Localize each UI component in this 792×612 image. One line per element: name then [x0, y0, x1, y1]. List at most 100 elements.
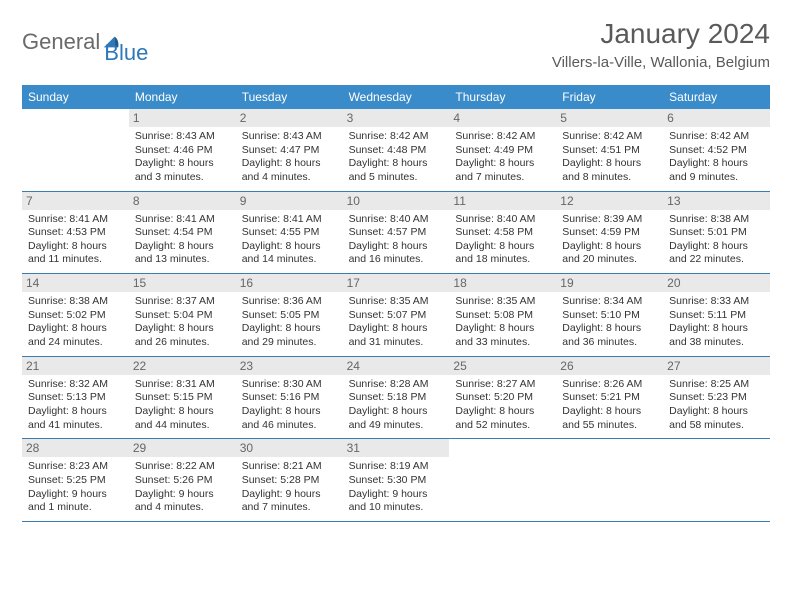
sunrise-text: Sunrise: 8:30 AM — [242, 378, 337, 392]
week-row: 28Sunrise: 8:23 AMSunset: 5:25 PMDayligh… — [22, 439, 770, 522]
daylight-text: Daylight: 9 hours and 10 minutes. — [349, 488, 444, 515]
day-number: 25 — [449, 357, 556, 375]
daylight-text: Daylight: 9 hours and 1 minute. — [28, 488, 123, 515]
sunset-text: Sunset: 5:13 PM — [28, 391, 123, 405]
week-row: 21Sunrise: 8:32 AMSunset: 5:13 PMDayligh… — [22, 357, 770, 440]
day-cell: 23Sunrise: 8:30 AMSunset: 5:16 PMDayligh… — [236, 357, 343, 439]
sunset-text: Sunset: 5:08 PM — [455, 309, 550, 323]
day-cell: 10Sunrise: 8:40 AMSunset: 4:57 PMDayligh… — [343, 192, 450, 274]
day-cell: 15Sunrise: 8:37 AMSunset: 5:04 PMDayligh… — [129, 274, 236, 356]
day-cell: 25Sunrise: 8:27 AMSunset: 5:20 PMDayligh… — [449, 357, 556, 439]
day-cell: 20Sunrise: 8:33 AMSunset: 5:11 PMDayligh… — [663, 274, 770, 356]
sunset-text: Sunset: 5:20 PM — [455, 391, 550, 405]
daylight-text: Daylight: 8 hours and 3 minutes. — [135, 157, 230, 184]
daylight-text: Daylight: 9 hours and 4 minutes. — [135, 488, 230, 515]
day-cell: 31Sunrise: 8:19 AMSunset: 5:30 PMDayligh… — [343, 439, 450, 521]
daylight-text: Daylight: 8 hours and 49 minutes. — [349, 405, 444, 432]
day-cell: 1 Sunrise: 8:43 AMSunset: 4:46 PMDaylight… — [129, 109, 236, 191]
day-cell: 5Sunrise: 8:42 AMSunset: 4:51 PMDaylight… — [556, 109, 663, 191]
sunset-text: Sunset: 5:15 PM — [135, 391, 230, 405]
sunset-text: Sunset: 5:07 PM — [349, 309, 444, 323]
daylight-text: Daylight: 8 hours and 16 minutes. — [349, 240, 444, 267]
daylight-text: Daylight: 8 hours and 9 minutes. — [669, 157, 764, 184]
day-cell: 11Sunrise: 8:40 AMSunset: 4:58 PMDayligh… — [449, 192, 556, 274]
day-cell: 19Sunrise: 8:34 AMSunset: 5:10 PMDayligh… — [556, 274, 663, 356]
day-number: 13 — [663, 192, 770, 210]
header: General Blue January 2024 Villers-la-Vil… — [22, 18, 770, 71]
sunrise-text: Sunrise: 8:34 AM — [562, 295, 657, 309]
daylight-text: Daylight: 8 hours and 31 minutes. — [349, 322, 444, 349]
day-number: 8 — [129, 192, 236, 210]
day-number: 29 — [129, 439, 236, 457]
sunset-text: Sunset: 4:49 PM — [455, 144, 550, 158]
daylight-text: Daylight: 8 hours and 18 minutes. — [455, 240, 550, 267]
daylight-text: Daylight: 8 hours and 20 minutes. — [562, 240, 657, 267]
sunset-text: Sunset: 5:18 PM — [349, 391, 444, 405]
sunset-text: Sunset: 4:47 PM — [242, 144, 337, 158]
dow-wednesday: Wednesday — [343, 85, 450, 109]
sunset-text: Sunset: 4:46 PM — [135, 144, 230, 158]
sunrise-text: Sunrise: 8:41 AM — [28, 213, 123, 227]
daylight-text: Daylight: 8 hours and 26 minutes. — [135, 322, 230, 349]
day-cell: 16Sunrise: 8:36 AMSunset: 5:05 PMDayligh… — [236, 274, 343, 356]
sunrise-text: Sunrise: 8:36 AM — [242, 295, 337, 309]
day-number: 7 — [22, 192, 129, 210]
day-number: 17 — [343, 274, 450, 292]
day-number: 20 — [663, 274, 770, 292]
sunrise-text: Sunrise: 8:37 AM — [135, 295, 230, 309]
day-cell: 17 Sunrise: 8:35 AMSunset: 5:07 PMDayligh… — [343, 274, 450, 356]
day-number: 23 — [236, 357, 343, 375]
day-number: 15 — [129, 274, 236, 292]
daylight-text: Daylight: 8 hours and 7 minutes. — [455, 157, 550, 184]
day-cell: 22Sunrise: 8:31 AMSunset: 5:15 PMDayligh… — [129, 357, 236, 439]
day-cell: 9Sunrise: 8:41 AMSunset: 4:55 PMDaylight… — [236, 192, 343, 274]
sunrise-text: Sunrise: 8:32 AM — [28, 378, 123, 392]
day-number: 30 — [236, 439, 343, 457]
dow-thursday: Thursday — [449, 85, 556, 109]
sunset-text: Sunset: 5:28 PM — [242, 474, 337, 488]
daylight-text: Daylight: 8 hours and 41 minutes. — [28, 405, 123, 432]
daylight-text: Daylight: 8 hours and 44 minutes. — [135, 405, 230, 432]
sunset-text: Sunset: 5:02 PM — [28, 309, 123, 323]
sunrise-text: Sunrise: 8:22 AM — [135, 460, 230, 474]
day-cell: 3Sunrise: 8:42 AMSunset: 4:48 PMDaylight… — [343, 109, 450, 191]
daylight-text: Daylight: 8 hours and 46 minutes. — [242, 405, 337, 432]
dow-saturday: Saturday — [663, 85, 770, 109]
day-cell: 6Sunrise: 8:42 AMSunset: 4:52 PMDaylight… — [663, 109, 770, 191]
sunrise-text: Sunrise: 8:40 AM — [349, 213, 444, 227]
dow-sunday: Sunday — [22, 85, 129, 109]
sunset-text: Sunset: 4:54 PM — [135, 226, 230, 240]
weeks-container: 1Sunrise: 8:43 AMSunset: 4:46 PMDaylight… — [22, 109, 770, 522]
day-cell: 4Sunrise: 8:42 AMSunset: 4:49 PMDaylight… — [449, 109, 556, 191]
day-number: 14 — [22, 274, 129, 292]
sunrise-text: Sunrise: 8:42 AM — [455, 130, 550, 144]
sunset-text: Sunset: 5:26 PM — [135, 474, 230, 488]
day-number: 27 — [663, 357, 770, 375]
logo-text-blue: Blue — [104, 40, 148, 65]
daylight-text: Daylight: 8 hours and 8 minutes. — [562, 157, 657, 184]
day-cell: 27Sunrise: 8:25 AMSunset: 5:23 PMDayligh… — [663, 357, 770, 439]
daylight-text: Daylight: 8 hours and 11 minutes. — [28, 240, 123, 267]
sunrise-text: Sunrise: 8:35 AM — [349, 295, 444, 309]
day-number: 1 — [129, 109, 236, 127]
sunrise-text: Sunrise: 8:43 AM — [135, 130, 230, 144]
sunset-text: Sunset: 5:05 PM — [242, 309, 337, 323]
sunset-text: Sunset: 4:59 PM — [562, 226, 657, 240]
sunset-text: Sunset: 5:30 PM — [349, 474, 444, 488]
sunrise-text: Sunrise: 8:42 AM — [669, 130, 764, 144]
logo-text-general: General — [22, 29, 100, 55]
day-number: 11 — [449, 192, 556, 210]
day-cell: 21Sunrise: 8:32 AMSunset: 5:13 PMDayligh… — [22, 357, 129, 439]
day-cell — [22, 109, 129, 191]
daylight-text: Daylight: 9 hours and 7 minutes. — [242, 488, 337, 515]
sunset-text: Sunset: 5:23 PM — [669, 391, 764, 405]
day-number: 26 — [556, 357, 663, 375]
sunrise-text: Sunrise: 8:43 AM — [242, 130, 337, 144]
day-number: 31 — [343, 439, 450, 457]
sunset-text: Sunset: 5:25 PM — [28, 474, 123, 488]
day-cell: 26Sunrise: 8:26 AMSunset: 5:21 PMDayligh… — [556, 357, 663, 439]
day-cell — [449, 439, 556, 521]
daylight-text: Daylight: 8 hours and 33 minutes. — [455, 322, 550, 349]
day-number: 10 — [343, 192, 450, 210]
week-row: 1Sunrise: 8:43 AMSunset: 4:46 PMDaylight… — [22, 109, 770, 192]
